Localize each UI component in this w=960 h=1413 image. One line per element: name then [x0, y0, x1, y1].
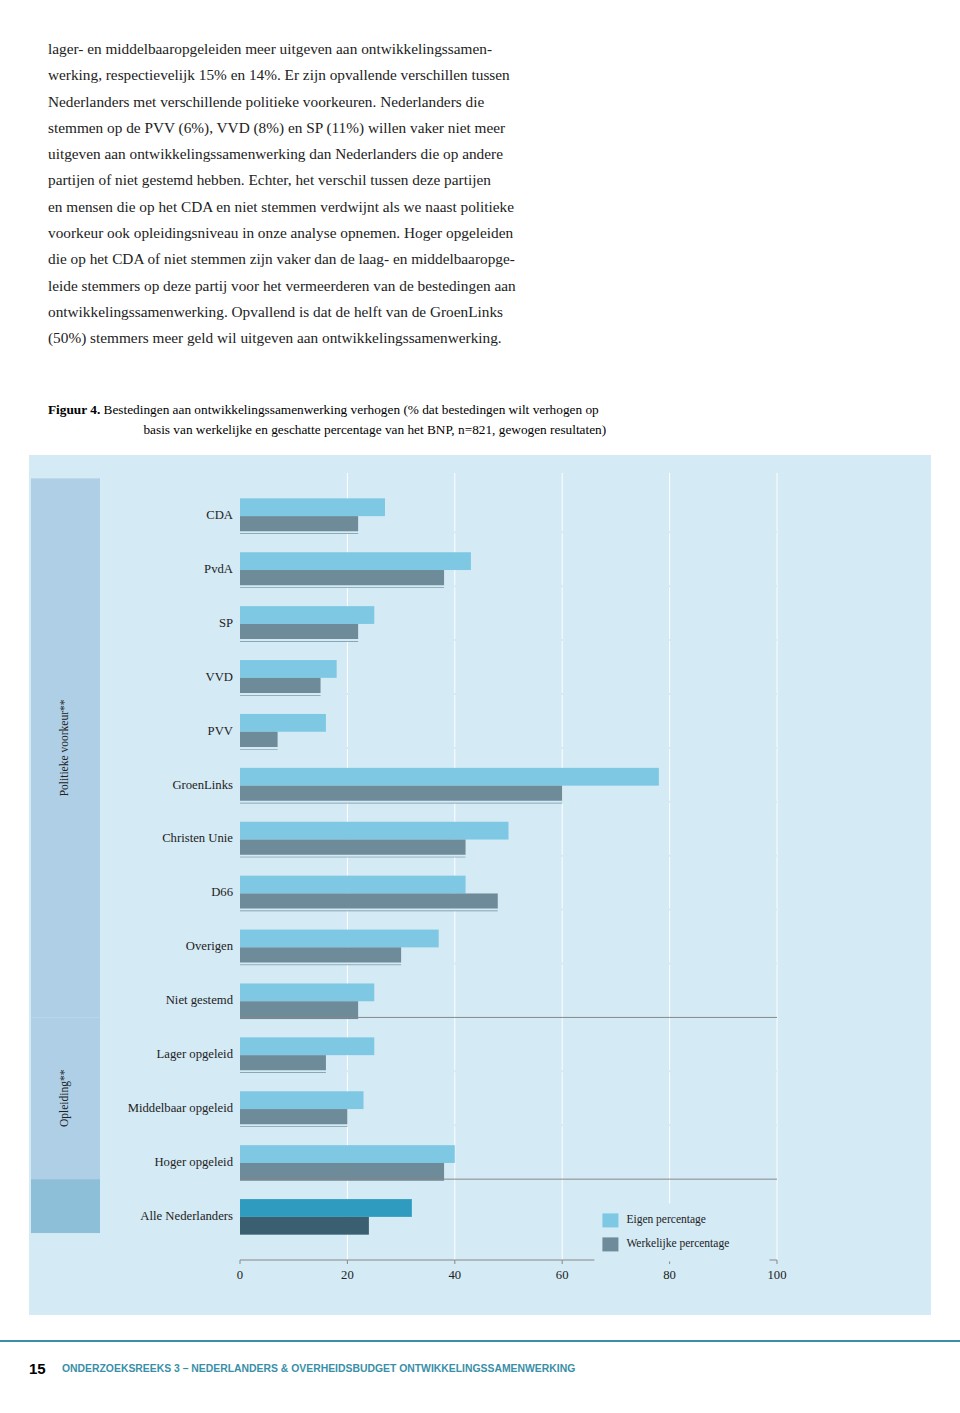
bar [240, 516, 358, 534]
bars [240, 498, 659, 1234]
row-separator [240, 585, 777, 587]
bar [240, 768, 659, 786]
row-panel [31, 1179, 100, 1233]
legend-label: Eigen percentage [626, 1213, 706, 1226]
category-label: VVD [206, 670, 234, 684]
group-label: Opleiding** [58, 1069, 71, 1127]
grid-line [454, 473, 455, 1260]
bar [240, 714, 326, 732]
grid-line [347, 473, 348, 1260]
tick-label: 100 [767, 1268, 786, 1282]
tick [562, 1260, 563, 1264]
category-label: CDA [206, 508, 234, 522]
legend-swatch [602, 1213, 618, 1227]
group-panel [31, 478, 100, 1017]
row-separator [240, 963, 777, 965]
footer-number: 15 [29, 1360, 46, 1377]
tick [777, 1260, 778, 1264]
bar [240, 1199, 412, 1217]
figure-label: Figuur 4. [48, 400, 100, 440]
bar [240, 930, 439, 948]
tick-label: 20 [341, 1268, 354, 1282]
bar [240, 624, 358, 642]
row-separator [240, 747, 777, 749]
footer-rule [0, 1340, 960, 1342]
tick-label: 80 [663, 1268, 676, 1282]
chart-background [29, 455, 931, 1315]
category-label: Alle Nederlanders [140, 1209, 233, 1223]
row-separator [240, 909, 777, 911]
row-separator [240, 531, 777, 533]
category-label: Hoger opgeleid [154, 1155, 233, 1169]
bar [240, 498, 385, 516]
tick [454, 1260, 455, 1264]
bar [240, 786, 562, 804]
bar [240, 552, 471, 570]
bar [240, 1001, 358, 1019]
row-separator [240, 639, 777, 641]
bar [240, 822, 509, 840]
footer: 15 ONDERZOEKSREEKS 3 – NEDERLANDERS & OV… [0, 1330, 960, 1413]
body-text: lager- en middelbaaropgeleiden meer uitg… [48, 36, 912, 352]
bar [240, 983, 374, 1001]
tick-label: 60 [556, 1268, 569, 1282]
legend-background [594, 1203, 769, 1261]
tick-label: 0 [237, 1268, 243, 1282]
bar [240, 1091, 364, 1109]
bar [240, 840, 466, 858]
tick [240, 1260, 241, 1264]
bar [240, 678, 321, 696]
figure-text: Bestedingen aan ontwikkelingssamenwerkin… [100, 400, 606, 440]
group-separator [240, 1179, 777, 1180]
bar [240, 947, 401, 965]
row-separator [240, 801, 777, 803]
category-label: Overigen [186, 939, 234, 953]
group-panel [31, 1017, 100, 1179]
bar [240, 1055, 326, 1073]
grid-line [562, 473, 563, 1260]
bar [240, 893, 498, 911]
bar [240, 606, 374, 624]
category-label: Christen Unie [162, 831, 233, 845]
caption: Figuur 4. Bestedingen aan ontwikkelingss… [48, 400, 912, 440]
tick [347, 1260, 348, 1264]
group-separator [240, 1017, 777, 1018]
row-separator [240, 1124, 777, 1126]
category-label: Niet gestemd [166, 993, 234, 1007]
bar [240, 876, 466, 894]
grid-line [669, 473, 670, 1260]
bar [240, 1037, 374, 1055]
bar [240, 570, 444, 588]
category-label: PVV [208, 724, 234, 738]
row-separator [240, 1070, 777, 1072]
chart: Politieke voorkeur** Opleiding** CDA PvdA SP… [0, 455, 960, 1319]
row-separator [240, 693, 777, 695]
bar [240, 732, 278, 750]
tick-label: 40 [448, 1268, 461, 1282]
category-label: Middelbaar opgeleid [128, 1101, 234, 1115]
category-label: GroenLinks [172, 778, 233, 792]
grid-line [777, 473, 778, 1260]
legend-label: Werkelijke percentage [626, 1237, 729, 1250]
bar [240, 1217, 369, 1235]
category-label: Lager opgeleid [157, 1047, 234, 1061]
legend-swatch [602, 1237, 618, 1251]
row-separator [240, 855, 777, 857]
chart-svg: Politieke voorkeur** Opleiding** CDA PvdA SP… [0, 455, 960, 1315]
footer-text: ONDERZOEKSREEKS 3 – NEDERLANDERS & OVERH… [62, 1363, 575, 1374]
bar [240, 1109, 347, 1127]
category-label: SP [219, 616, 233, 630]
group-label: Politieke voorkeur** [58, 699, 70, 796]
bar [240, 1163, 444, 1181]
category-label: D66 [211, 885, 233, 899]
bar [240, 1145, 455, 1163]
category-label: PvdA [204, 562, 234, 576]
legend: Eigen percentage Werkelijke percentage [594, 1203, 769, 1261]
bar [240, 660, 337, 678]
